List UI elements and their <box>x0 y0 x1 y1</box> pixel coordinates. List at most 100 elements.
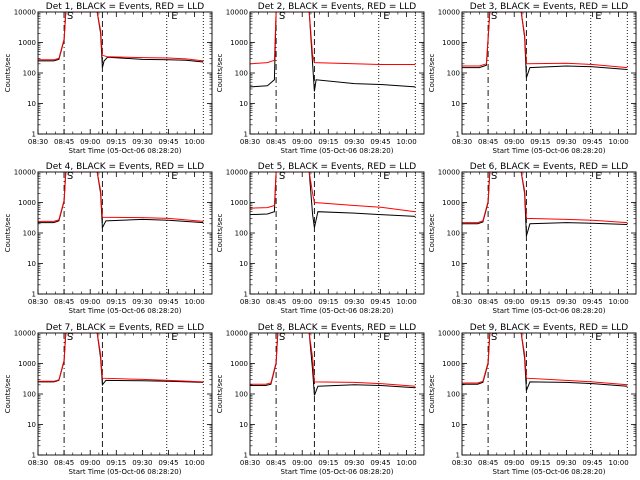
x-tick-label: 08:30 <box>240 298 260 306</box>
plot-frame <box>37 11 213 135</box>
x-tick-label: 09:30 <box>556 138 576 146</box>
y-tick-label: 1000 <box>230 360 248 368</box>
x-tick-label: 09:30 <box>132 138 152 146</box>
x-axis-label: Start Time (05-Oct-06 08:28:20) <box>281 468 394 476</box>
y-tick-label: 10000 <box>438 9 460 17</box>
lld-rate-line <box>38 333 204 383</box>
y-tick-label: 10000 <box>226 9 248 17</box>
start-marker-label: S <box>491 332 497 343</box>
x-tick-label: 09:45 <box>370 459 390 467</box>
end-marker-label: E <box>383 332 389 343</box>
end-marker-label: E <box>595 332 601 343</box>
detector-panel-9: Det 9, BLACK = Events, RED = LLD Counts/s… <box>428 323 637 476</box>
y-axis-label: Counts/sec <box>428 375 436 414</box>
y-tick-label: 1000 <box>18 360 36 368</box>
y-tick-label: 1 <box>32 291 36 299</box>
x-tick-label: 09:45 <box>582 459 602 467</box>
x-axis-label: Start Time (05-Oct-06 08:28:20) <box>281 147 394 155</box>
y-tick-label: 1 <box>456 452 460 460</box>
panel-title: Det 8, BLACK = Events, RED = LLD <box>258 323 417 333</box>
lld-rate-line <box>250 172 416 213</box>
x-axis-label: Start Time (05-Oct-06 08:28:20) <box>493 147 606 155</box>
x-axis-label: Start Time (05-Oct-06 08:28:20) <box>281 307 394 315</box>
start-marker-label: S <box>279 332 285 343</box>
plot-frame <box>37 332 213 456</box>
y-tick-label: 1000 <box>18 39 36 47</box>
y-tick-label: 10 <box>239 260 248 268</box>
detector-panel-1: Det 1, BLACK = Events, RED = LLD Counts/s… <box>4 2 213 155</box>
y-tick-label: 1 <box>32 131 36 139</box>
start-marker-label: S <box>491 171 497 182</box>
start-marker-label: S <box>279 171 285 182</box>
x-tick-label: 09:15 <box>106 298 126 306</box>
lld-rate-line <box>462 12 628 69</box>
x-tick-label: 08:45 <box>54 298 74 306</box>
x-tick-label: 08:30 <box>28 298 48 306</box>
x-tick-label: 09:00 <box>80 298 100 306</box>
x-tick-label: 10:00 <box>397 459 417 467</box>
panel-title: Det 4, BLACK = Events, RED = LLD <box>46 162 205 172</box>
y-tick-label: 10 <box>451 100 460 108</box>
x-tick-label: 09:15 <box>530 298 550 306</box>
events-rate-line <box>462 172 628 237</box>
y-tick-label: 1000 <box>442 199 460 207</box>
events-rate-line <box>462 12 628 78</box>
y-tick-label: 10 <box>27 100 36 108</box>
x-tick-label: 09:00 <box>504 298 524 306</box>
y-tick-label: 1 <box>244 291 248 299</box>
panel-title: Det 7, BLACK = Events, RED = LLD <box>46 323 205 333</box>
detector-panel-5: Det 5, BLACK = Events, RED = LLD Counts/s… <box>216 162 425 315</box>
panel-title: Det 9, BLACK = Events, RED = LLD <box>470 323 629 333</box>
y-tick-label: 1000 <box>442 360 460 368</box>
events-rate-line <box>462 333 628 391</box>
x-tick-label: 09:45 <box>582 138 602 146</box>
x-tick-label: 09:00 <box>292 459 312 467</box>
y-tick-label: 1 <box>244 131 248 139</box>
panel-title: Det 6, BLACK = Events, RED = LLD <box>470 162 629 172</box>
events-rate-line <box>250 333 416 396</box>
x-tick-label: 10:00 <box>185 298 205 306</box>
plot-frame <box>461 332 637 456</box>
x-tick-label: 09:45 <box>582 298 602 306</box>
x-tick-label: 09:00 <box>504 459 524 467</box>
x-axis-label: Start Time (05-Oct-06 08:28:20) <box>69 147 182 155</box>
y-axis-label: Counts/sec <box>4 54 12 93</box>
end-marker-label: E <box>171 11 177 22</box>
y-tick-label: 1 <box>456 291 460 299</box>
start-marker-label: S <box>67 171 73 182</box>
lld-rate-line <box>38 172 204 222</box>
end-marker-label: E <box>595 171 601 182</box>
x-tick-label: 08:45 <box>478 298 498 306</box>
y-tick-label: 1 <box>244 452 248 460</box>
x-tick-label: 08:30 <box>452 459 472 467</box>
x-tick-label: 10:00 <box>185 459 205 467</box>
lld-rate-line <box>250 333 416 387</box>
y-tick-label: 100 <box>235 230 248 238</box>
x-tick-label: 08:30 <box>240 459 260 467</box>
x-tick-label: 10:00 <box>609 459 629 467</box>
x-axis-label: Start Time (05-Oct-06 08:28:20) <box>69 307 182 315</box>
end-marker-label: E <box>171 332 177 343</box>
y-axis-label: Counts/sec <box>216 214 224 253</box>
panel-title: Det 1, BLACK = Events, RED = LLD <box>46 2 205 12</box>
x-tick-label: 09:00 <box>80 459 100 467</box>
plot-frame <box>249 332 425 456</box>
x-tick-label: 08:45 <box>54 138 74 146</box>
x-tick-label: 09:00 <box>292 298 312 306</box>
detector-panel-7: Det 7, BLACK = Events, RED = LLD Counts/s… <box>4 323 213 476</box>
start-marker-label: S <box>491 11 497 22</box>
end-marker-label: E <box>383 171 389 182</box>
x-tick-label: 10:00 <box>397 298 417 306</box>
y-tick-label: 10000 <box>14 9 36 17</box>
y-tick-label: 10000 <box>438 330 460 338</box>
y-axis-label: Counts/sec <box>428 54 436 93</box>
y-tick-label: 1000 <box>18 199 36 207</box>
x-tick-label: 09:30 <box>556 298 576 306</box>
y-tick-label: 100 <box>447 230 460 238</box>
plot-frame <box>249 171 425 295</box>
y-tick-label: 1000 <box>230 39 248 47</box>
start-marker-label: S <box>67 332 73 343</box>
detector-panel-3: Det 3, BLACK = Events, RED = LLD Counts/s… <box>428 2 637 155</box>
y-tick-label: 10 <box>27 421 36 429</box>
